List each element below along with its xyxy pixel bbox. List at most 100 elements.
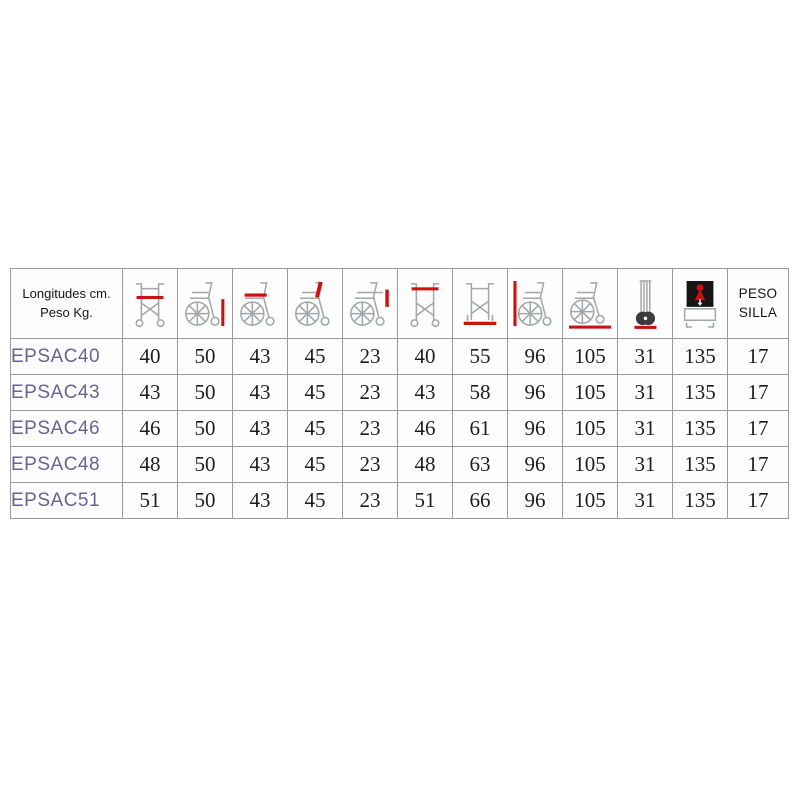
value-cell: 105 <box>562 374 618 411</box>
value-cell: 61 <box>452 410 508 447</box>
value-cell: 63 <box>452 446 508 483</box>
model-cell: EPSAC46 <box>10 410 123 447</box>
value-cell: 40 <box>122 338 178 375</box>
value-cell: 105 <box>562 482 618 519</box>
value-cell: 96 <box>507 410 563 447</box>
value-cell: 105 <box>562 410 618 447</box>
peso-label-line1: PESO <box>738 286 778 302</box>
value-cell: 135 <box>672 482 728 519</box>
table-row: EPSAC40 40 50 43 45 23 40 55 96 105 31 1… <box>10 338 789 375</box>
value-cell: 43 <box>122 374 178 411</box>
table-row: EPSAC46 46 50 43 45 23 46 61 96 105 31 1… <box>10 410 789 447</box>
value-cell: 17 <box>727 482 789 519</box>
table-row: EPSAC51 51 50 43 45 23 51 66 96 105 31 1… <box>10 482 789 519</box>
icon-header-cell <box>452 268 508 339</box>
backrest-height-icon <box>295 280 330 326</box>
value-cell: 43 <box>232 410 288 447</box>
value-cell: 40 <box>397 338 453 375</box>
header-title-line2: Peso Kg. <box>40 304 93 320</box>
value-cell: 50 <box>177 482 233 519</box>
icon-header-cell <box>617 268 673 339</box>
icon-header-cell <box>672 268 728 339</box>
value-cell: 43 <box>232 374 288 411</box>
value-cell: 50 <box>177 446 233 483</box>
value-cell: 96 <box>507 482 563 519</box>
value-cell: 31 <box>617 374 673 411</box>
value-cell: 43 <box>232 446 288 483</box>
value-cell: 50 <box>177 338 233 375</box>
value-cell: 105 <box>562 446 618 483</box>
folded-width-icon <box>634 279 657 329</box>
icon-header-cell <box>562 268 618 339</box>
total-height-icon <box>513 280 552 326</box>
total-width-icon <box>463 282 497 325</box>
value-cell: 17 <box>727 410 789 447</box>
icon-header-cell <box>507 268 563 339</box>
value-cell: 43 <box>232 482 288 519</box>
value-cell: 96 <box>507 374 563 411</box>
value-cell: 31 <box>617 338 673 375</box>
value-cell: 17 <box>727 374 789 411</box>
value-cell: 23 <box>342 338 398 375</box>
value-cell: 46 <box>397 410 453 447</box>
value-cell: 50 <box>177 410 233 447</box>
header-title-cell: Longitudes cm. Peso Kg. <box>10 268 123 339</box>
peso-silla-header-cell: PESO SILLA <box>727 268 789 339</box>
value-cell: 135 <box>672 410 728 447</box>
model-cell: EPSAC48 <box>10 446 123 483</box>
value-cell: 96 <box>507 338 563 375</box>
total-length-icon <box>568 281 612 329</box>
wheelchair-spec-table: Longitudes cm. Peso Kg. <box>10 268 789 519</box>
value-cell: 23 <box>342 410 398 447</box>
table-row: EPSAC48 48 50 43 45 23 48 63 96 105 31 1… <box>10 446 789 483</box>
value-cell: 135 <box>672 374 728 411</box>
header-title-line1: Longitudes cm. <box>22 285 111 301</box>
value-cell: 45 <box>287 446 343 483</box>
value-cell: 51 <box>122 482 178 519</box>
value-cell: 45 <box>287 410 343 447</box>
value-cell: 135 <box>672 446 728 483</box>
value-cell: 31 <box>617 410 673 447</box>
value-cell: 43 <box>397 374 453 411</box>
value-cell: 45 <box>287 374 343 411</box>
seat-width-icon <box>135 282 165 327</box>
value-cell: 43 <box>232 338 288 375</box>
value-cell: 17 <box>727 338 789 375</box>
icon-header-cell <box>122 268 178 339</box>
peso-label-line2: SILLA <box>738 304 778 320</box>
value-cell: 45 <box>287 482 343 519</box>
seat-depth-icon <box>240 281 275 326</box>
value-cell: 46 <box>122 410 178 447</box>
value-cell: 51 <box>397 482 453 519</box>
value-cell: 105 <box>562 338 618 375</box>
model-cell: EPSAC51 <box>10 482 123 519</box>
icon-header-cell <box>342 268 398 339</box>
value-cell: 50 <box>177 374 233 411</box>
header-row: Longitudes cm. Peso Kg. <box>10 268 789 339</box>
icon-header-cell <box>287 268 343 339</box>
value-cell: 48 <box>122 446 178 483</box>
value-cell: 58 <box>452 374 508 411</box>
icon-header-cell <box>232 268 288 339</box>
armrest-height-icon <box>350 281 389 326</box>
value-cell: 23 <box>342 374 398 411</box>
value-cell: 48 <box>397 446 453 483</box>
model-cell: EPSAC40 <box>10 338 123 375</box>
value-cell: 23 <box>342 482 398 519</box>
model-cell: EPSAC43 <box>10 374 123 411</box>
icon-header-cell <box>177 268 233 339</box>
inner-width-icon <box>410 282 440 327</box>
value-cell: 45 <box>287 338 343 375</box>
max-user-weight-icon <box>683 280 717 328</box>
icon-header-cell <box>397 268 453 339</box>
value-cell: 31 <box>617 446 673 483</box>
table-row: EPSAC43 43 50 43 45 23 43 58 96 105 31 1… <box>10 374 789 411</box>
value-cell: 66 <box>452 482 508 519</box>
value-cell: 23 <box>342 446 398 483</box>
value-cell: 96 <box>507 446 563 483</box>
value-cell: 31 <box>617 482 673 519</box>
value-cell: 17 <box>727 446 789 483</box>
seat-height-icon <box>185 281 225 326</box>
value-cell: 135 <box>672 338 728 375</box>
value-cell: 55 <box>452 338 508 375</box>
